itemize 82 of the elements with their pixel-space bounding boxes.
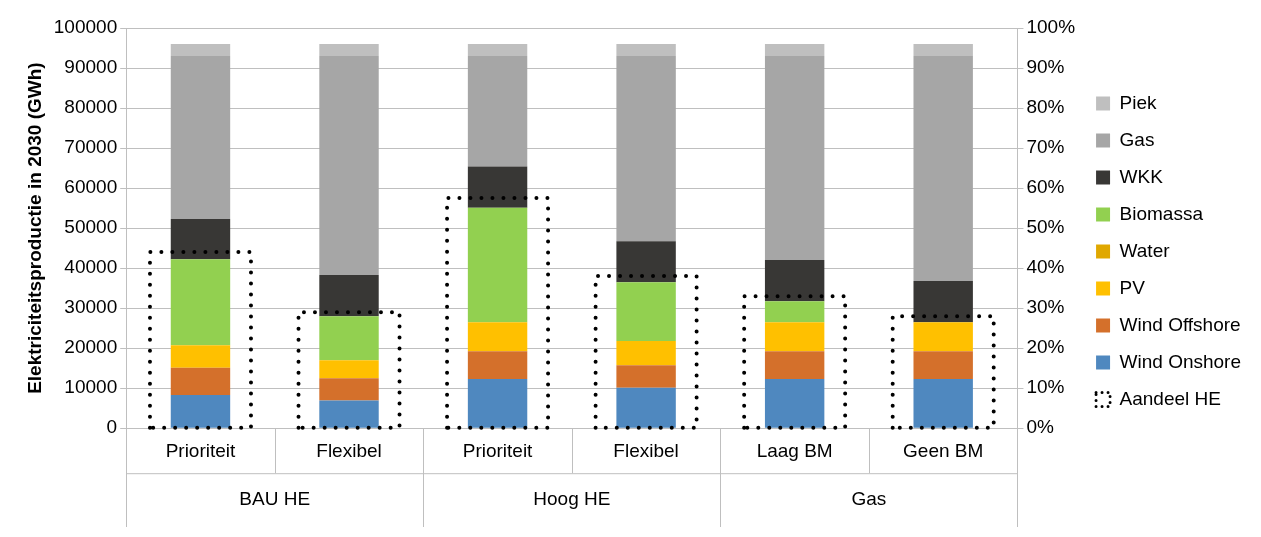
bar [913, 322, 973, 352]
bar [467, 166, 528, 208]
bar [616, 340, 676, 366]
bar [764, 301, 825, 323]
bar [170, 218, 231, 260]
legend-label: Gas [1119, 128, 1155, 150]
bar [616, 282, 676, 341]
bar [616, 44, 676, 57]
y2-tick-label: 0% [1026, 416, 1055, 438]
bar [170, 367, 231, 395]
bar [913, 56, 973, 281]
text: Hoog HE [533, 488, 611, 510]
legend-label: Aandeel HE [1119, 387, 1221, 409]
bar [467, 351, 528, 379]
bar [319, 44, 379, 57]
bar [764, 260, 825, 302]
bar [170, 394, 231, 428]
bar [319, 316, 379, 361]
legend-label: Wind Offshore [1119, 313, 1241, 335]
y-tick-label: 90000 [64, 56, 118, 78]
y-tick-label: 0 [106, 416, 118, 438]
bar [764, 322, 825, 352]
bar [467, 207, 528, 323]
y2-tick-label: 90% [1026, 56, 1065, 78]
bar [170, 259, 231, 346]
bar [170, 56, 231, 219]
x-tick-label: Prioriteit [165, 439, 237, 461]
y2-tick-label: 50% [1026, 216, 1065, 238]
bar [170, 44, 231, 57]
legend-label: Wind Onshore [1119, 350, 1242, 372]
bar [319, 400, 379, 428]
x-tick-label: Flexibel [613, 439, 679, 461]
y-tick-label: 10000 [64, 376, 118, 398]
legend-label: Water [1119, 239, 1171, 261]
bar [616, 365, 676, 388]
bar [913, 351, 973, 379]
bar [616, 387, 676, 428]
bar [467, 378, 528, 428]
y2-tick-label: 40% [1026, 256, 1065, 278]
legend-label: WKK [1119, 165, 1164, 187]
bar [467, 44, 528, 57]
bar [913, 378, 973, 428]
bar [616, 56, 676, 242]
bar [913, 44, 973, 57]
x-tick-label: Geen BM [903, 439, 984, 461]
y-tick-label: 70000 [64, 136, 118, 158]
text: BAU HE [239, 488, 311, 510]
y2-tick-label: 20% [1026, 336, 1065, 358]
x-tick-label: Flexibel [316, 439, 382, 461]
y-tick-label: 20000 [64, 336, 118, 358]
text: Gas [851, 488, 887, 510]
y2-tick-label: 70% [1026, 136, 1065, 158]
y2-tick-label: 60% [1026, 176, 1065, 198]
y2-tick-label: 80% [1026, 96, 1065, 118]
bar [616, 241, 676, 283]
bar [764, 351, 825, 379]
bar [319, 274, 379, 317]
bar [913, 280, 973, 323]
y-tick-label: 100000 [53, 16, 118, 38]
y2-tick-label: 10% [1026, 376, 1065, 398]
x-tick-label: Laag BM [756, 439, 833, 461]
y2-tick-label: 100% [1026, 16, 1076, 38]
y-tick-label: 80000 [64, 96, 118, 118]
y-tick-label: 40000 [64, 256, 118, 278]
y-axis-title: Elektriciteitsproductie in 2030 (GWh) [23, 62, 45, 394]
bar [319, 56, 379, 275]
bar [764, 378, 825, 428]
bar [764, 56, 825, 261]
x-tick-label: Prioriteit [462, 439, 534, 461]
legend-label: PV [1119, 276, 1146, 298]
bar [170, 345, 231, 368]
bar [319, 360, 379, 379]
bar [764, 44, 825, 57]
y2-tick-label: 30% [1026, 296, 1065, 318]
legend-label: Piek [1119, 91, 1158, 113]
bar [467, 322, 528, 352]
bar [467, 56, 528, 167]
y-tick-label: 30000 [64, 296, 118, 318]
legend-label: Biomassa [1119, 202, 1204, 224]
y-tick-label: 50000 [64, 216, 118, 238]
bar [319, 378, 379, 401]
y-tick-label: 60000 [64, 176, 118, 198]
